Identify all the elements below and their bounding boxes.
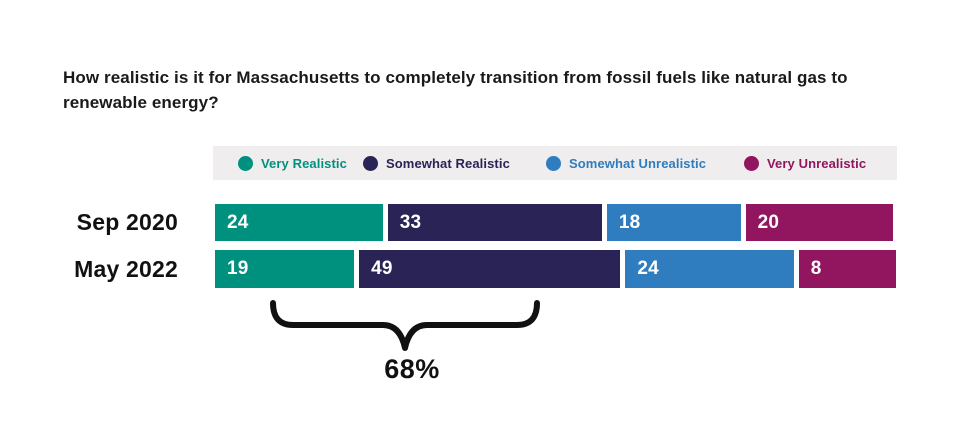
- chart-row: May 2022 19 49 24 8: [0, 250, 960, 288]
- bar-segment: 19: [215, 250, 355, 288]
- legend-dot-icon: [744, 155, 759, 171]
- legend-label: Somewhat Unrealistic: [569, 155, 707, 171]
- legend-label: Very Realistic: [261, 155, 347, 171]
- stacked-bar: 24 33 18 20: [215, 204, 897, 241]
- legend-item-very-unrealistic: Very Unrealistic: [744, 146, 866, 180]
- legend-dot-icon: [363, 155, 378, 171]
- legend-item-somewhat-unrealistic: Somewhat Unrealistic: [546, 146, 706, 180]
- chart-row: Sep 2020 24 33 18 20: [0, 204, 960, 241]
- annotation-percentage: 68%: [384, 354, 440, 384]
- legend-item-very-realistic: Very Realistic: [238, 146, 347, 180]
- bar-segment: 20: [745, 204, 893, 241]
- legend-dot-icon: [238, 155, 253, 171]
- bar-segment: 18: [606, 204, 741, 241]
- legend-label: Somewhat Realistic: [386, 155, 510, 171]
- bar-segment: 49: [359, 250, 621, 288]
- chart-legend: Very Realistic Somewhat Realistic Somewh…: [213, 146, 897, 180]
- bar-segment: 24: [625, 250, 794, 288]
- legend-item-somewhat-realistic: Somewhat Realistic: [363, 146, 510, 180]
- stacked-bar: 19 49 24 8: [215, 250, 897, 288]
- bar-segment: 33: [387, 204, 602, 241]
- chart-title: How realistic is it for Massachusetts to…: [63, 68, 848, 112]
- bar-segment: 24: [215, 204, 383, 241]
- brace-annotation-icon: [270, 300, 540, 351]
- bar-segment: 8: [798, 250, 897, 288]
- legend-dot-icon: [546, 155, 561, 171]
- row-label: May 2022: [74, 255, 178, 282]
- row-label: Sep 2020: [76, 209, 178, 235]
- legend-label: Very Unrealistic: [767, 155, 867, 171]
